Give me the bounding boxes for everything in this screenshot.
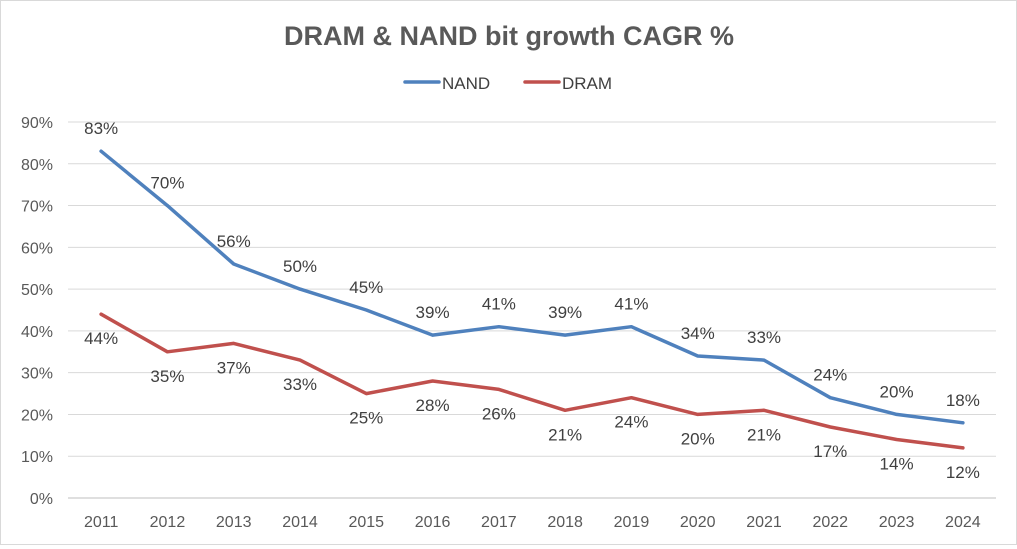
data-point-dram	[629, 396, 633, 400]
data-point-nand	[961, 421, 965, 425]
series-layer	[99, 149, 965, 450]
data-point-dram	[99, 312, 103, 316]
x-tick-label: 2024	[945, 514, 981, 531]
x-tick-label: 2012	[150, 514, 186, 531]
chart-title: DRAM & NAND bit growth CAGR %	[284, 21, 734, 51]
data-point-nand	[165, 204, 169, 208]
data-label-dram: 44%	[84, 329, 118, 348]
data-label-dram: 37%	[217, 358, 251, 377]
data-point-dram	[961, 446, 965, 450]
x-tick-label: 2023	[879, 514, 915, 531]
data-point-nand	[563, 333, 567, 337]
data-point-nand	[298, 287, 302, 291]
x-tick-label: 2016	[415, 514, 451, 531]
data-label-nand: 18%	[946, 391, 980, 410]
data-label-dram: 28%	[416, 396, 450, 415]
y-tick-label: 10%	[21, 449, 53, 466]
data-label-nand: 41%	[614, 295, 648, 314]
data-point-nand	[431, 333, 435, 337]
data-point-nand	[232, 262, 236, 266]
series-line-dram	[99, 312, 965, 450]
data-point-nand	[99, 149, 103, 153]
data-point-nand	[762, 358, 766, 362]
data-label-dram: 35%	[150, 367, 184, 386]
x-tick-label: 2018	[547, 514, 583, 531]
data-point-nand	[364, 308, 368, 312]
y-tick-label: 70%	[21, 199, 53, 216]
x-axis: 2011 2012 2013 2014 2015 2016 2017 2018 2019 2020…	[84, 514, 981, 531]
data-label-dram: 12%	[946, 463, 980, 482]
data-label-nand: 45%	[349, 278, 383, 297]
data-label-dram: 21%	[548, 425, 582, 444]
x-tick-label: 2011	[84, 514, 119, 531]
data-label-dram: 17%	[813, 442, 847, 461]
data-point-dram	[762, 408, 766, 412]
data-label-nand: 70%	[150, 174, 184, 193]
data-label-dram: 26%	[482, 404, 516, 423]
legend-label-dram: DRAM	[562, 74, 612, 93]
data-label-nand: 24%	[813, 366, 847, 385]
x-tick-label: 2022	[812, 514, 848, 531]
data-point-dram	[895, 438, 899, 442]
data-point-nand	[895, 412, 899, 416]
x-tick-label: 2017	[481, 514, 517, 531]
legend: NAND DRAM	[403, 74, 612, 93]
data-point-dram	[828, 425, 832, 429]
data-label-nand: 83%	[84, 119, 118, 138]
data-point-dram	[298, 358, 302, 362]
gridlines	[68, 121, 996, 499]
y-tick-label: 0%	[30, 491, 53, 508]
y-axis: 0% 10% 20% 30% 40% 50% 60% 70% 80% 90%	[21, 115, 53, 508]
data-point-dram	[497, 387, 501, 391]
data-label-dram: 33%	[283, 375, 317, 394]
data-point-nand	[696, 354, 700, 358]
data-point-dram	[364, 392, 368, 396]
data-point-dram	[431, 379, 435, 383]
data-label-nand: 50%	[283, 257, 317, 276]
series-line-nand	[99, 149, 965, 425]
y-tick-label: 30%	[21, 366, 53, 383]
data-point-dram	[232, 341, 236, 345]
data-label-nand: 41%	[482, 295, 516, 314]
data-label-nand: 39%	[548, 303, 582, 322]
y-tick-label: 80%	[21, 157, 53, 174]
data-label-nand: 34%	[681, 324, 715, 343]
data-label-nand: 20%	[880, 382, 914, 401]
x-tick-label: 2021	[746, 514, 782, 531]
legend-label-nand: NAND	[442, 74, 490, 93]
data-point-dram	[563, 408, 567, 412]
y-tick-label: 50%	[21, 282, 53, 299]
x-tick-label: 2019	[614, 514, 650, 531]
x-tick-label: 2020	[680, 514, 716, 531]
data-label-dram: 20%	[681, 429, 715, 448]
data-label-nand: 56%	[217, 232, 251, 251]
data-labels: 83% 70% 56% 50% 45% 39% 41% 39% 41% 34% 33% 24% 20% 1…	[84, 119, 980, 482]
x-tick-label: 2015	[348, 514, 384, 531]
y-tick-label: 60%	[21, 240, 53, 257]
y-tick-label: 20%	[21, 407, 53, 424]
y-tick-label: 40%	[21, 324, 53, 341]
y-tick-label: 90%	[21, 115, 53, 132]
data-point-nand	[629, 325, 633, 329]
data-point-dram	[165, 350, 169, 354]
data-point-nand	[497, 325, 501, 329]
data-label-dram: 21%	[747, 425, 781, 444]
data-label-dram: 24%	[614, 413, 648, 432]
data-point-nand	[828, 396, 832, 400]
data-label-nand: 39%	[416, 303, 450, 322]
data-label-dram: 25%	[349, 409, 383, 428]
data-label-nand: 33%	[747, 328, 781, 347]
data-label-dram: 14%	[880, 455, 914, 474]
data-point-dram	[696, 412, 700, 416]
x-tick-label: 2013	[216, 514, 252, 531]
x-tick-label: 2014	[282, 514, 318, 531]
